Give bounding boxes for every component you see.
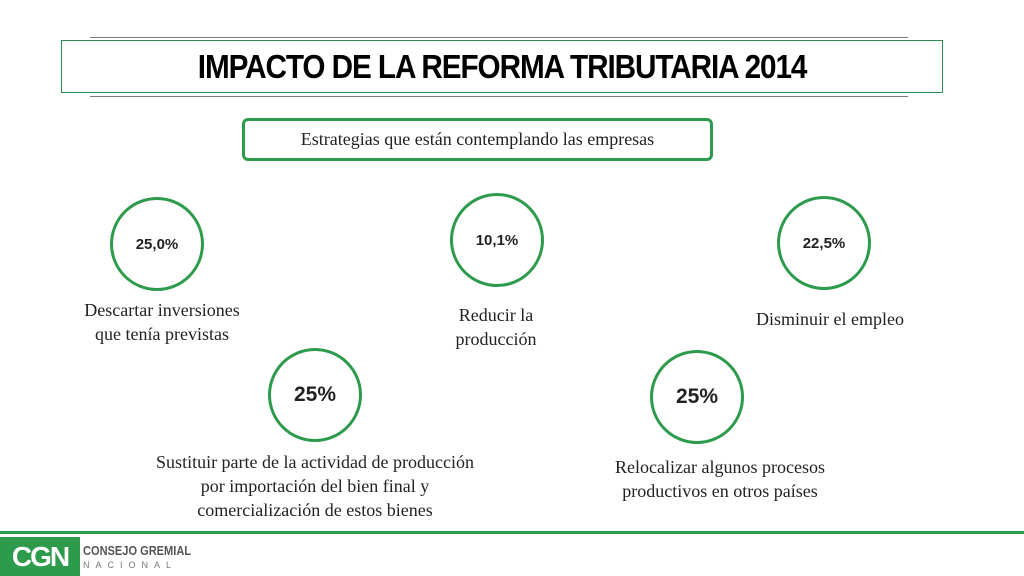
logo-name-line2: NACIONAL: [83, 560, 178, 570]
strategies-subtitle: Estrategias que están contemplando las e…: [300, 129, 655, 149]
strategies-subtitle-box: Estrategias que están contemplando las e…: [242, 118, 713, 161]
label-discard-investments: Descartar inversiones que tenía prevista…: [52, 298, 272, 346]
label-line: producción: [455, 329, 537, 349]
title-bottom-line: [90, 96, 908, 97]
title-box: IMPACTO DE LA REFORMA TRIBUTARIA 2014: [61, 40, 943, 93]
cgn-logo: CGN CONSEJO GREMIAL NACIONAL: [0, 537, 210, 576]
percentage-circle-reduce-employment: 22,5%: [777, 196, 871, 290]
label-relocate-processes: Relocalizar algunos procesos productivos…: [580, 455, 860, 503]
label-line: Descartar inversiones: [84, 300, 240, 320]
percentage-value: 25%: [293, 383, 337, 406]
percentage-value: 10,1%: [475, 231, 519, 249]
percentage-circle-discard-investments: 25,0%: [110, 197, 204, 291]
percentage-circle-substitute-production: 25%: [268, 348, 362, 442]
label-line: productivos en otros países: [622, 481, 818, 501]
label-line: que tenía previstas: [95, 324, 229, 344]
percentage-value: 22,5%: [802, 234, 846, 252]
percentage-circle-reduce-production: 10,1%: [450, 193, 544, 287]
cgn-logo-text: CONSEJO GREMIAL NACIONAL: [83, 543, 210, 570]
label-reduce-employment: Disminuir el empleo: [720, 307, 940, 331]
label-line: comercialización de estos bienes: [197, 500, 433, 520]
label-line: por importación del bien final y: [200, 476, 430, 496]
percentage-value: 25,0%: [135, 235, 179, 253]
footer-bar: [0, 531, 1024, 534]
label-line: Reducir la: [458, 305, 534, 325]
cgn-logo-mark: CGN: [0, 537, 80, 576]
logo-name-line1: CONSEJO GREMIAL: [83, 543, 192, 558]
percentage-circle-relocate-processes: 25%: [650, 350, 744, 444]
label-reduce-production: Reducir la producción: [416, 303, 576, 351]
label-line: Sustituir parte de la actividad de produ…: [156, 452, 474, 472]
label-substitute-production: Sustituir parte de la actividad de produ…: [110, 450, 520, 522]
page-title: IMPACTO DE LA REFORMA TRIBUTARIA 2014: [197, 47, 808, 85]
label-line: Relocalizar algunos procesos: [615, 457, 825, 477]
label-line: Disminuir el empleo: [756, 309, 904, 329]
title-top-line: [90, 37, 908, 38]
percentage-value: 25%: [675, 385, 719, 408]
